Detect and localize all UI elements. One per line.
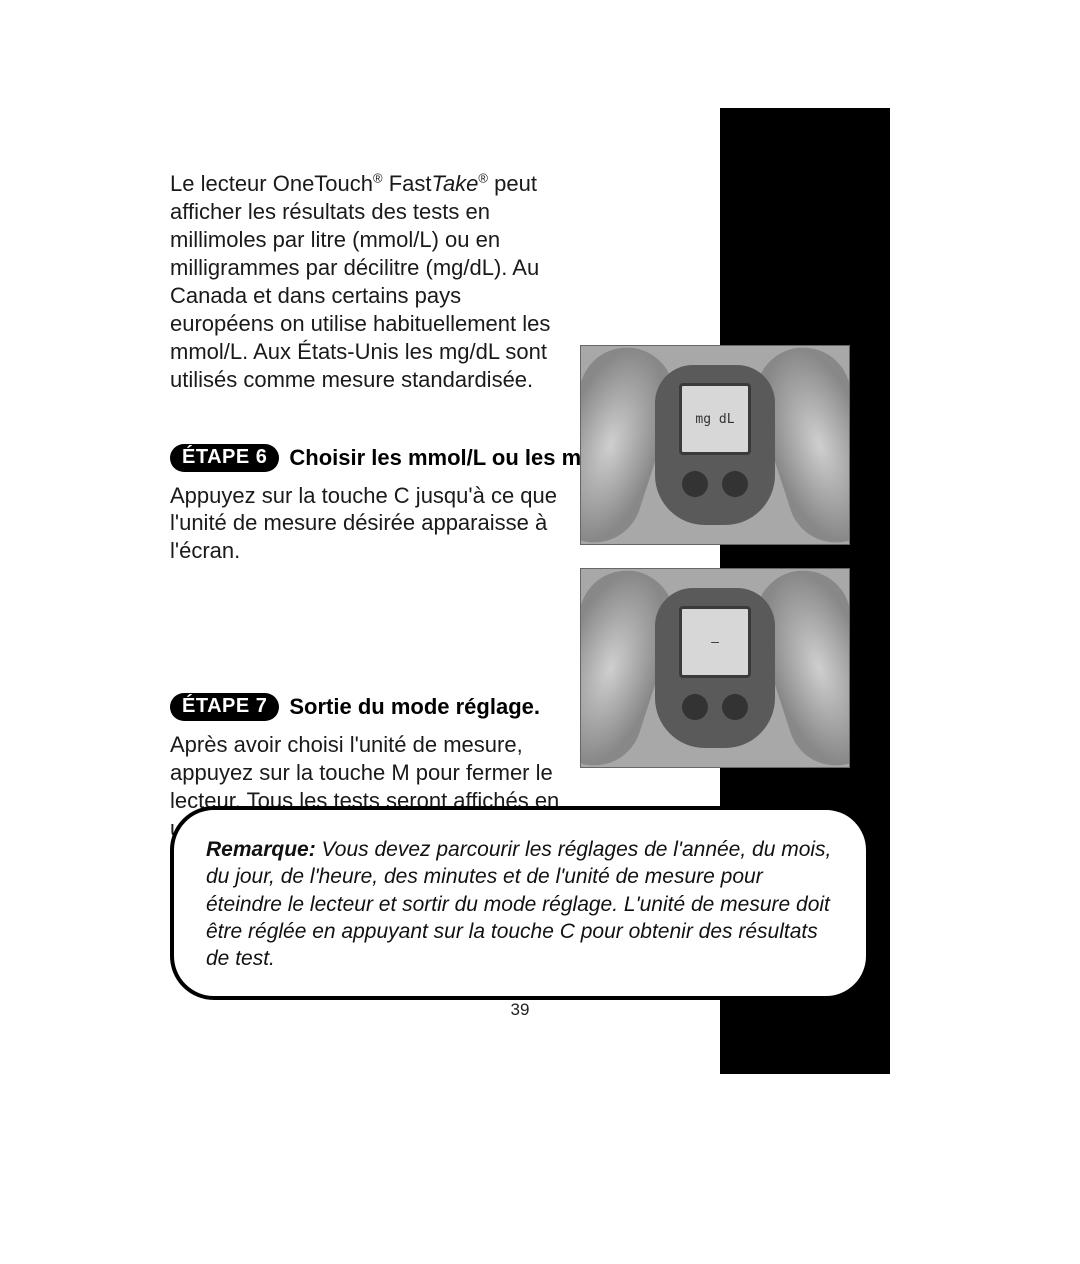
step-7-photo: — (580, 568, 850, 768)
meter-button-m-icon (682, 471, 708, 497)
reg-mark-2: ® (478, 171, 488, 186)
step-6-body: Appuyez sur la touche C jusqu'à ce que l… (170, 482, 570, 566)
meter-buttons (682, 694, 748, 720)
step-7-title: Sortie du mode réglage. (289, 694, 540, 720)
meter-button-c-icon (722, 694, 748, 720)
step-6-pill: ÉTAPE 6 (170, 444, 279, 472)
meter-button-c-icon (722, 471, 748, 497)
glucose-meter-icon: — (655, 588, 775, 748)
meter-buttons (682, 471, 748, 497)
intro-brand-prefix: Fast (383, 171, 432, 196)
intro-paragraph: Le lecteur OneTouch® FastTake® peut affi… (170, 170, 570, 394)
page-content: Le lecteur OneTouch® FastTake® peut affi… (170, 170, 890, 843)
meter-reading-2: — (711, 635, 719, 650)
step-7-pill: ÉTAPE 7 (170, 693, 279, 721)
intro-brand-italic: Take (432, 171, 479, 196)
meter-reading-1: mg dL (695, 412, 734, 427)
meter-button-m-icon (682, 694, 708, 720)
remark-label: Remarque: (206, 838, 316, 861)
intro-suffix: peut afficher les résultats des tests en… (170, 171, 550, 392)
meter-screen: — (679, 606, 751, 678)
glucose-meter-icon: mg dL (655, 365, 775, 525)
remark-box: Remarque: Vous devez parcourir les régla… (170, 806, 870, 1000)
reg-mark-1: ® (373, 171, 383, 186)
meter-screen: mg dL (679, 383, 751, 455)
step-6-photo: mg dL (580, 345, 850, 545)
page-number: 39 (170, 1000, 870, 1020)
intro-prefix: Le lecteur OneTouch (170, 171, 373, 196)
